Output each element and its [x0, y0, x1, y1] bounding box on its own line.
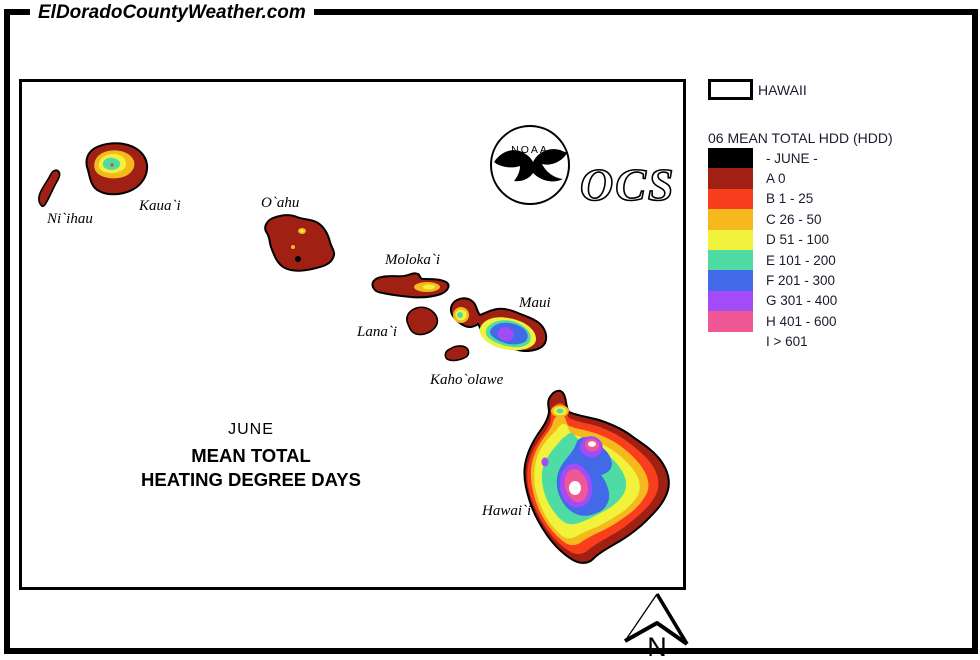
- page-border: [4, 9, 978, 654]
- legend-row-label: D 51 - 100: [766, 232, 830, 248]
- map-title: JUNE MEAN TOTAL HEATING DEGREE DAYS: [120, 421, 382, 492]
- island-label-molokai: Moloka`i: [385, 252, 440, 268]
- legend-row-label: - JUNE -: [766, 150, 818, 166]
- legend-row: B 1 - 25: [708, 188, 837, 210]
- legend-row-label: E 101 - 200: [766, 252, 836, 268]
- legend-row: C 26 - 50: [708, 209, 837, 230]
- map-title-month: JUNE: [228, 421, 274, 438]
- region-swatch: [708, 79, 753, 100]
- legend-row-label: I > 601: [766, 334, 808, 350]
- island-label-oahu: O`ahu: [261, 195, 300, 211]
- legend-row: I > 601: [708, 331, 837, 352]
- legend-swatch: [708, 290, 753, 312]
- legend-row: A 0: [708, 168, 837, 189]
- legend-row-label: A 0: [766, 171, 786, 187]
- legend-rows: - JUNE - A 0 B 1 - 25 C 26 - 50 D 51 - 100 E …: [708, 148, 837, 352]
- legend-swatch: [708, 209, 753, 230]
- legend-swatch: [708, 188, 753, 210]
- legend-row-label: B 1 - 25: [766, 191, 814, 207]
- map-frame: [19, 79, 686, 590]
- island-label-maui: Maui: [519, 295, 551, 311]
- legend-title: 06 MEAN TOTAL HDD (HDD): [708, 130, 893, 146]
- region-label: HAWAII: [758, 82, 807, 98]
- island-label-hawaii: Hawai`i: [482, 503, 532, 519]
- island-label-kauai: Kaua`i: [139, 198, 181, 214]
- legend-row: - JUNE -: [708, 148, 837, 169]
- legend-row: D 51 - 100: [708, 229, 837, 250]
- legend-swatch: [708, 148, 753, 169]
- legend-swatch: [708, 331, 753, 352]
- legend-row-label: H 401 - 600: [766, 313, 837, 329]
- island-label-lanai: Lana`i: [357, 324, 398, 340]
- map-title-line2: MEAN TOTAL: [191, 445, 311, 466]
- legend-row-label: C 26 - 50: [766, 211, 822, 227]
- legend-row: G 301 - 400: [708, 290, 838, 312]
- legend-row: H 401 - 600: [708, 311, 837, 332]
- site-title: ElDoradoCountyWeather.com: [30, 0, 314, 26]
- legend-row-label: G 301 - 400: [766, 293, 838, 309]
- legend-row: E 101 - 200: [708, 249, 837, 271]
- island-label-niihau: Ni`ihau: [47, 211, 93, 227]
- legend-swatch: [708, 311, 753, 332]
- legend-swatch: [708, 168, 753, 189]
- legend-swatch: [708, 270, 753, 291]
- map-title-line3: HEATING DEGREE DAYS: [141, 469, 361, 490]
- legend-swatch: [708, 249, 753, 271]
- legend-swatch: [708, 229, 753, 250]
- legend-row: F 201 - 300: [708, 270, 837, 291]
- legend-row-label: F 201 - 300: [766, 273, 836, 289]
- island-label-kahoolawe: Kaho`olawe: [430, 372, 504, 388]
